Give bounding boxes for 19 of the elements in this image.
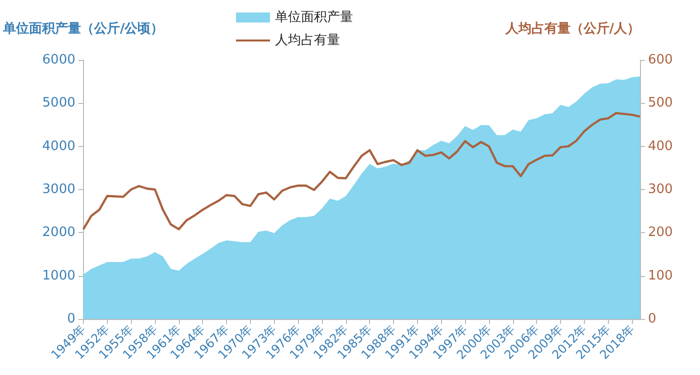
y2-tick-label: 300 [648, 182, 673, 197]
line-series [82, 112, 642, 230]
y2-tick-label: 500 [648, 96, 673, 111]
legend-label: 人均占有量 [275, 33, 340, 48]
y2-axis-title: 人均占有量（公斤/人） [504, 20, 640, 36]
y-tick-label: 0 [67, 312, 76, 326]
y-tick-label: 5000 [42, 96, 76, 111]
y-tick-label: 6000 [42, 52, 76, 68]
y2-tick-label: 400 [648, 138, 673, 154]
y2-tick-label: 0 [648, 312, 656, 326]
y-axis-title: 单位面积产量（公斤/公顷） [2, 20, 164, 36]
y2-tick-label: 600 [648, 52, 673, 68]
y2-tick-label: 100 [648, 268, 673, 284]
y-tick-label: 1000 [42, 268, 76, 284]
y-tick-label: 4000 [42, 138, 76, 154]
y-tick-label: 3000 [42, 182, 76, 197]
legend-label: 单位面积产量 [275, 10, 353, 25]
y-tick-label: 2000 [42, 225, 76, 240]
y2-tick-label: 200 [648, 225, 673, 240]
